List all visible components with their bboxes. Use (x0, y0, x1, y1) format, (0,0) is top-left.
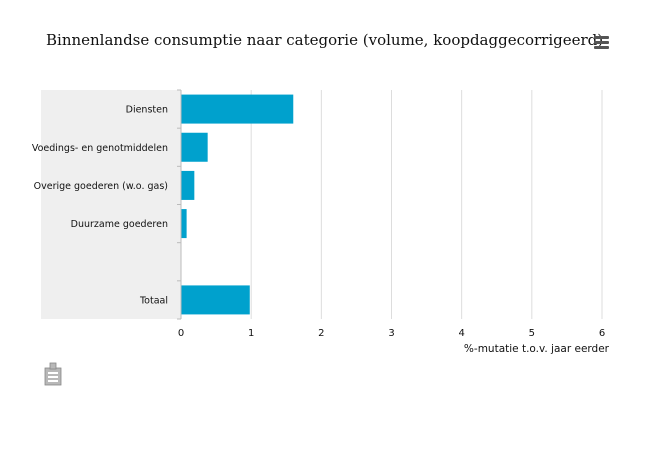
bar[interactable] (181, 132, 208, 162)
chart-title: Binnenlandse consumptie naar categorie (… (46, 31, 604, 49)
category-label-band (41, 90, 181, 319)
x-tick-label: 1 (248, 328, 254, 339)
category-label: Diensten (126, 105, 168, 116)
category-label: Voedings- en genotmiddelen (32, 143, 168, 154)
bar[interactable] (181, 285, 250, 315)
bar[interactable] (181, 94, 294, 124)
category-label: Totaal (139, 295, 168, 306)
x-tick-label: 0 (178, 328, 184, 339)
x-tick-label: 5 (529, 328, 535, 339)
category-label: Duurzame goederen (71, 219, 168, 230)
cbs-logo-icon (44, 362, 62, 386)
x-tick-label: 2 (318, 328, 324, 339)
hamburger-menu-icon[interactable] (594, 36, 609, 49)
x-tick-label: 6 (599, 328, 605, 339)
bar[interactable] (181, 209, 187, 239)
x-tick-label: 4 (458, 328, 464, 339)
x-tick-label: 3 (388, 328, 394, 339)
bar[interactable] (181, 170, 195, 200)
x-axis-title: %-mutatie t.o.v. jaar eerder (464, 343, 610, 355)
category-label: Overige goederen (w.o. gas) (34, 181, 168, 192)
